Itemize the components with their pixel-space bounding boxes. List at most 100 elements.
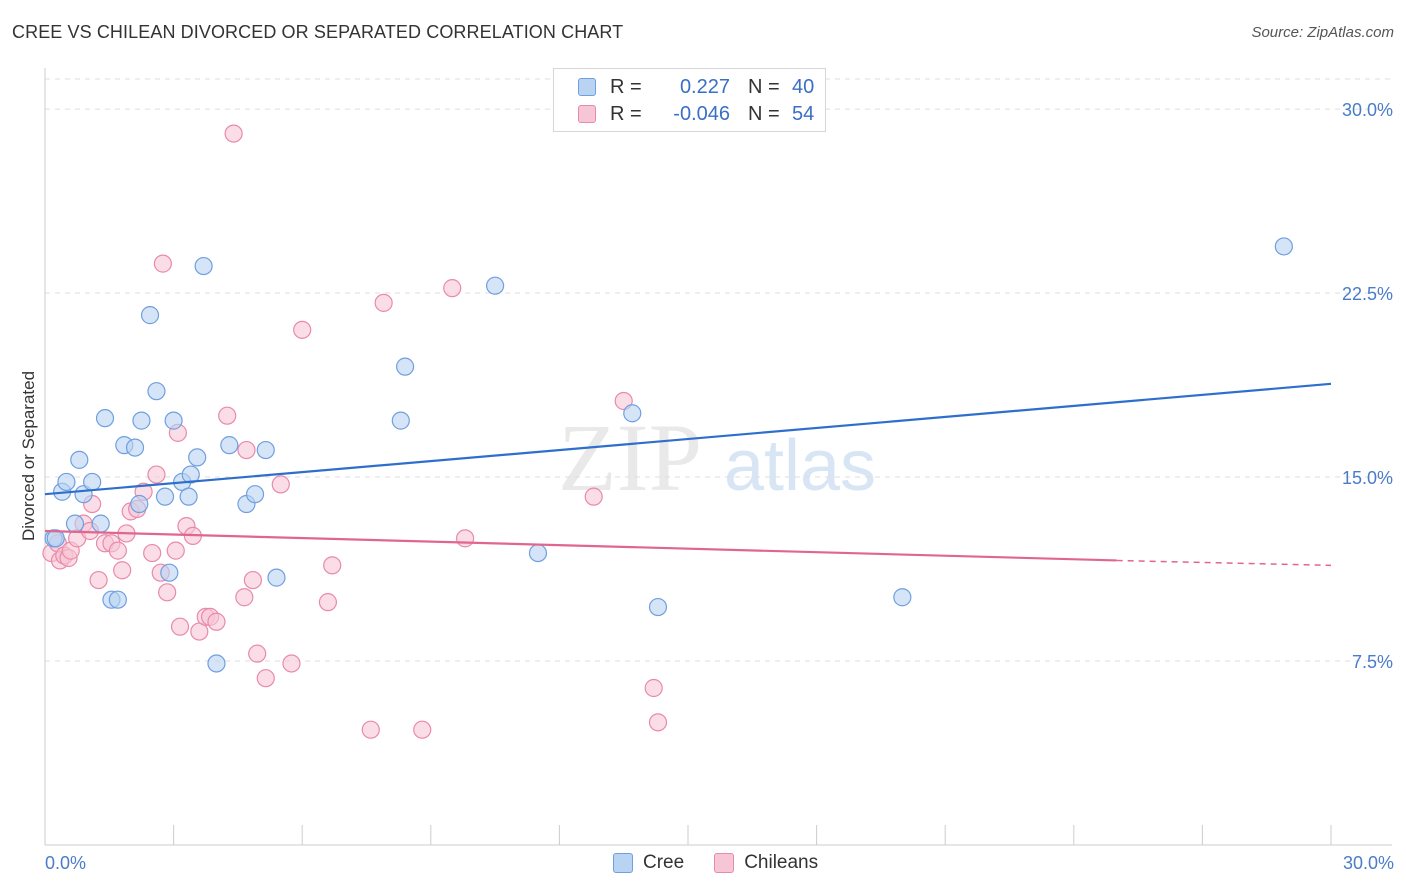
y-tick-label: 30.0% [1342,100,1393,120]
series-legend: Cree Chileans [613,852,848,874]
chileans-point [282,654,301,673]
trend-lines [44,382,1332,567]
cree-point [130,494,149,514]
legend-item-chileans[interactable]: Chileans [714,852,818,874]
chileans-point [235,588,254,607]
cree-point [70,450,89,469]
chileans-point [248,644,267,663]
cree-point [395,357,415,376]
cree-point [57,472,76,492]
legend-n-value: 40 [792,75,815,98]
cree-point [125,438,145,457]
correlation-legend: R = 0.227 N = 40 R = -0.046 N = 54 [553,68,826,132]
legend-r-value: 0.227 [679,75,730,98]
cree-point [893,588,912,607]
cree-points [44,237,1293,673]
chileans-point [170,617,190,636]
chileans-point [113,561,132,580]
chileans-point [237,440,256,460]
cree-point [220,436,239,455]
chileans-point [614,391,633,411]
chileans-point [584,487,603,506]
y-tick-label: 7.5% [1352,652,1393,672]
cree-point [648,597,668,617]
cree-point [95,409,115,428]
chileans-trend-extension [1116,559,1332,567]
x-tick-label-max: 30.0% [1343,853,1394,873]
cree-point [179,487,198,506]
legend-item-cree[interactable]: Cree [613,852,684,874]
cree-point [1274,237,1293,256]
cree-point [391,411,410,430]
cree-point [623,404,642,423]
chileans-point [218,406,237,425]
cree-point [245,485,265,504]
source-label: Source: ZipAtlas.com [1251,24,1394,41]
chart-title: CREE VS CHILEAN DIVORCED OR SEPARATED CO… [12,22,624,42]
cree-legend-label: Cree [643,852,685,873]
cree-point [188,448,207,467]
legend-r-label: R = [610,102,642,125]
chileans-point [224,124,243,143]
chileans-legend-label: Chileans [744,852,819,873]
legend-row-chileans: R = -0.046 N = 54 [578,101,814,127]
cree-point [83,472,102,492]
cree-legend-swatch [613,853,633,873]
chileans-point [158,583,177,602]
y-tick-label: 15.0% [1342,468,1393,488]
chileans-point [271,475,290,494]
chileans-point [455,529,475,548]
cree-point [256,440,275,460]
cree-point [194,256,213,276]
y-tick-label: 22.5% [1342,284,1393,304]
watermark-atlas: atlas [724,426,876,506]
cree-point [46,529,65,548]
chileans-point [323,556,342,575]
x-tick-label-min: 0.0% [45,853,86,873]
cree-point [181,465,200,484]
cree-point [267,568,286,587]
chileans-point [207,612,226,631]
cree-point [486,276,505,295]
chileans-point [108,541,127,560]
cree-point [207,654,226,673]
chileans-point [293,320,312,339]
cree-trend-line [44,382,1332,496]
chileans-point [413,720,432,739]
cree-point [160,563,179,582]
cree-point [140,306,160,325]
cree-point [91,514,110,533]
chileans-point [153,254,172,273]
legend-r-value: -0.046 [673,102,730,125]
chileans-point [147,465,166,484]
legend-row-cree: R = 0.227 N = 40 [578,74,814,100]
x-tick-marks [173,825,1332,845]
cree-point [164,411,183,430]
cree-swatch [578,78,596,96]
chileans-swatch [578,105,596,123]
chileans-point [89,570,108,590]
cree-point [528,543,548,563]
chileans-point [361,720,380,739]
cree-point [65,514,85,533]
legend-n-label: N = [748,102,780,125]
chileans-point [166,541,185,560]
chileans-point [318,593,338,612]
chileans-point [143,543,162,563]
legend-n-label: N = [748,75,780,98]
legend-r-label: R = [610,75,642,98]
chileans-point [443,279,462,298]
chileans-point [256,669,275,688]
cree-point [108,590,127,609]
y-axis-label: Divorced or Separated [19,371,38,541]
chileans-trend-line [44,529,1117,562]
cree-point [147,382,166,401]
chileans-point [374,293,393,312]
cree-point [132,411,151,430]
y-tick-labels: 7.5% 15.0% 22.5% 30.0% [1342,100,1393,672]
legend-n-value: 54 [792,102,815,125]
chileans-legend-swatch [714,853,735,873]
chileans-point [243,570,263,590]
chileans-point [648,713,668,732]
